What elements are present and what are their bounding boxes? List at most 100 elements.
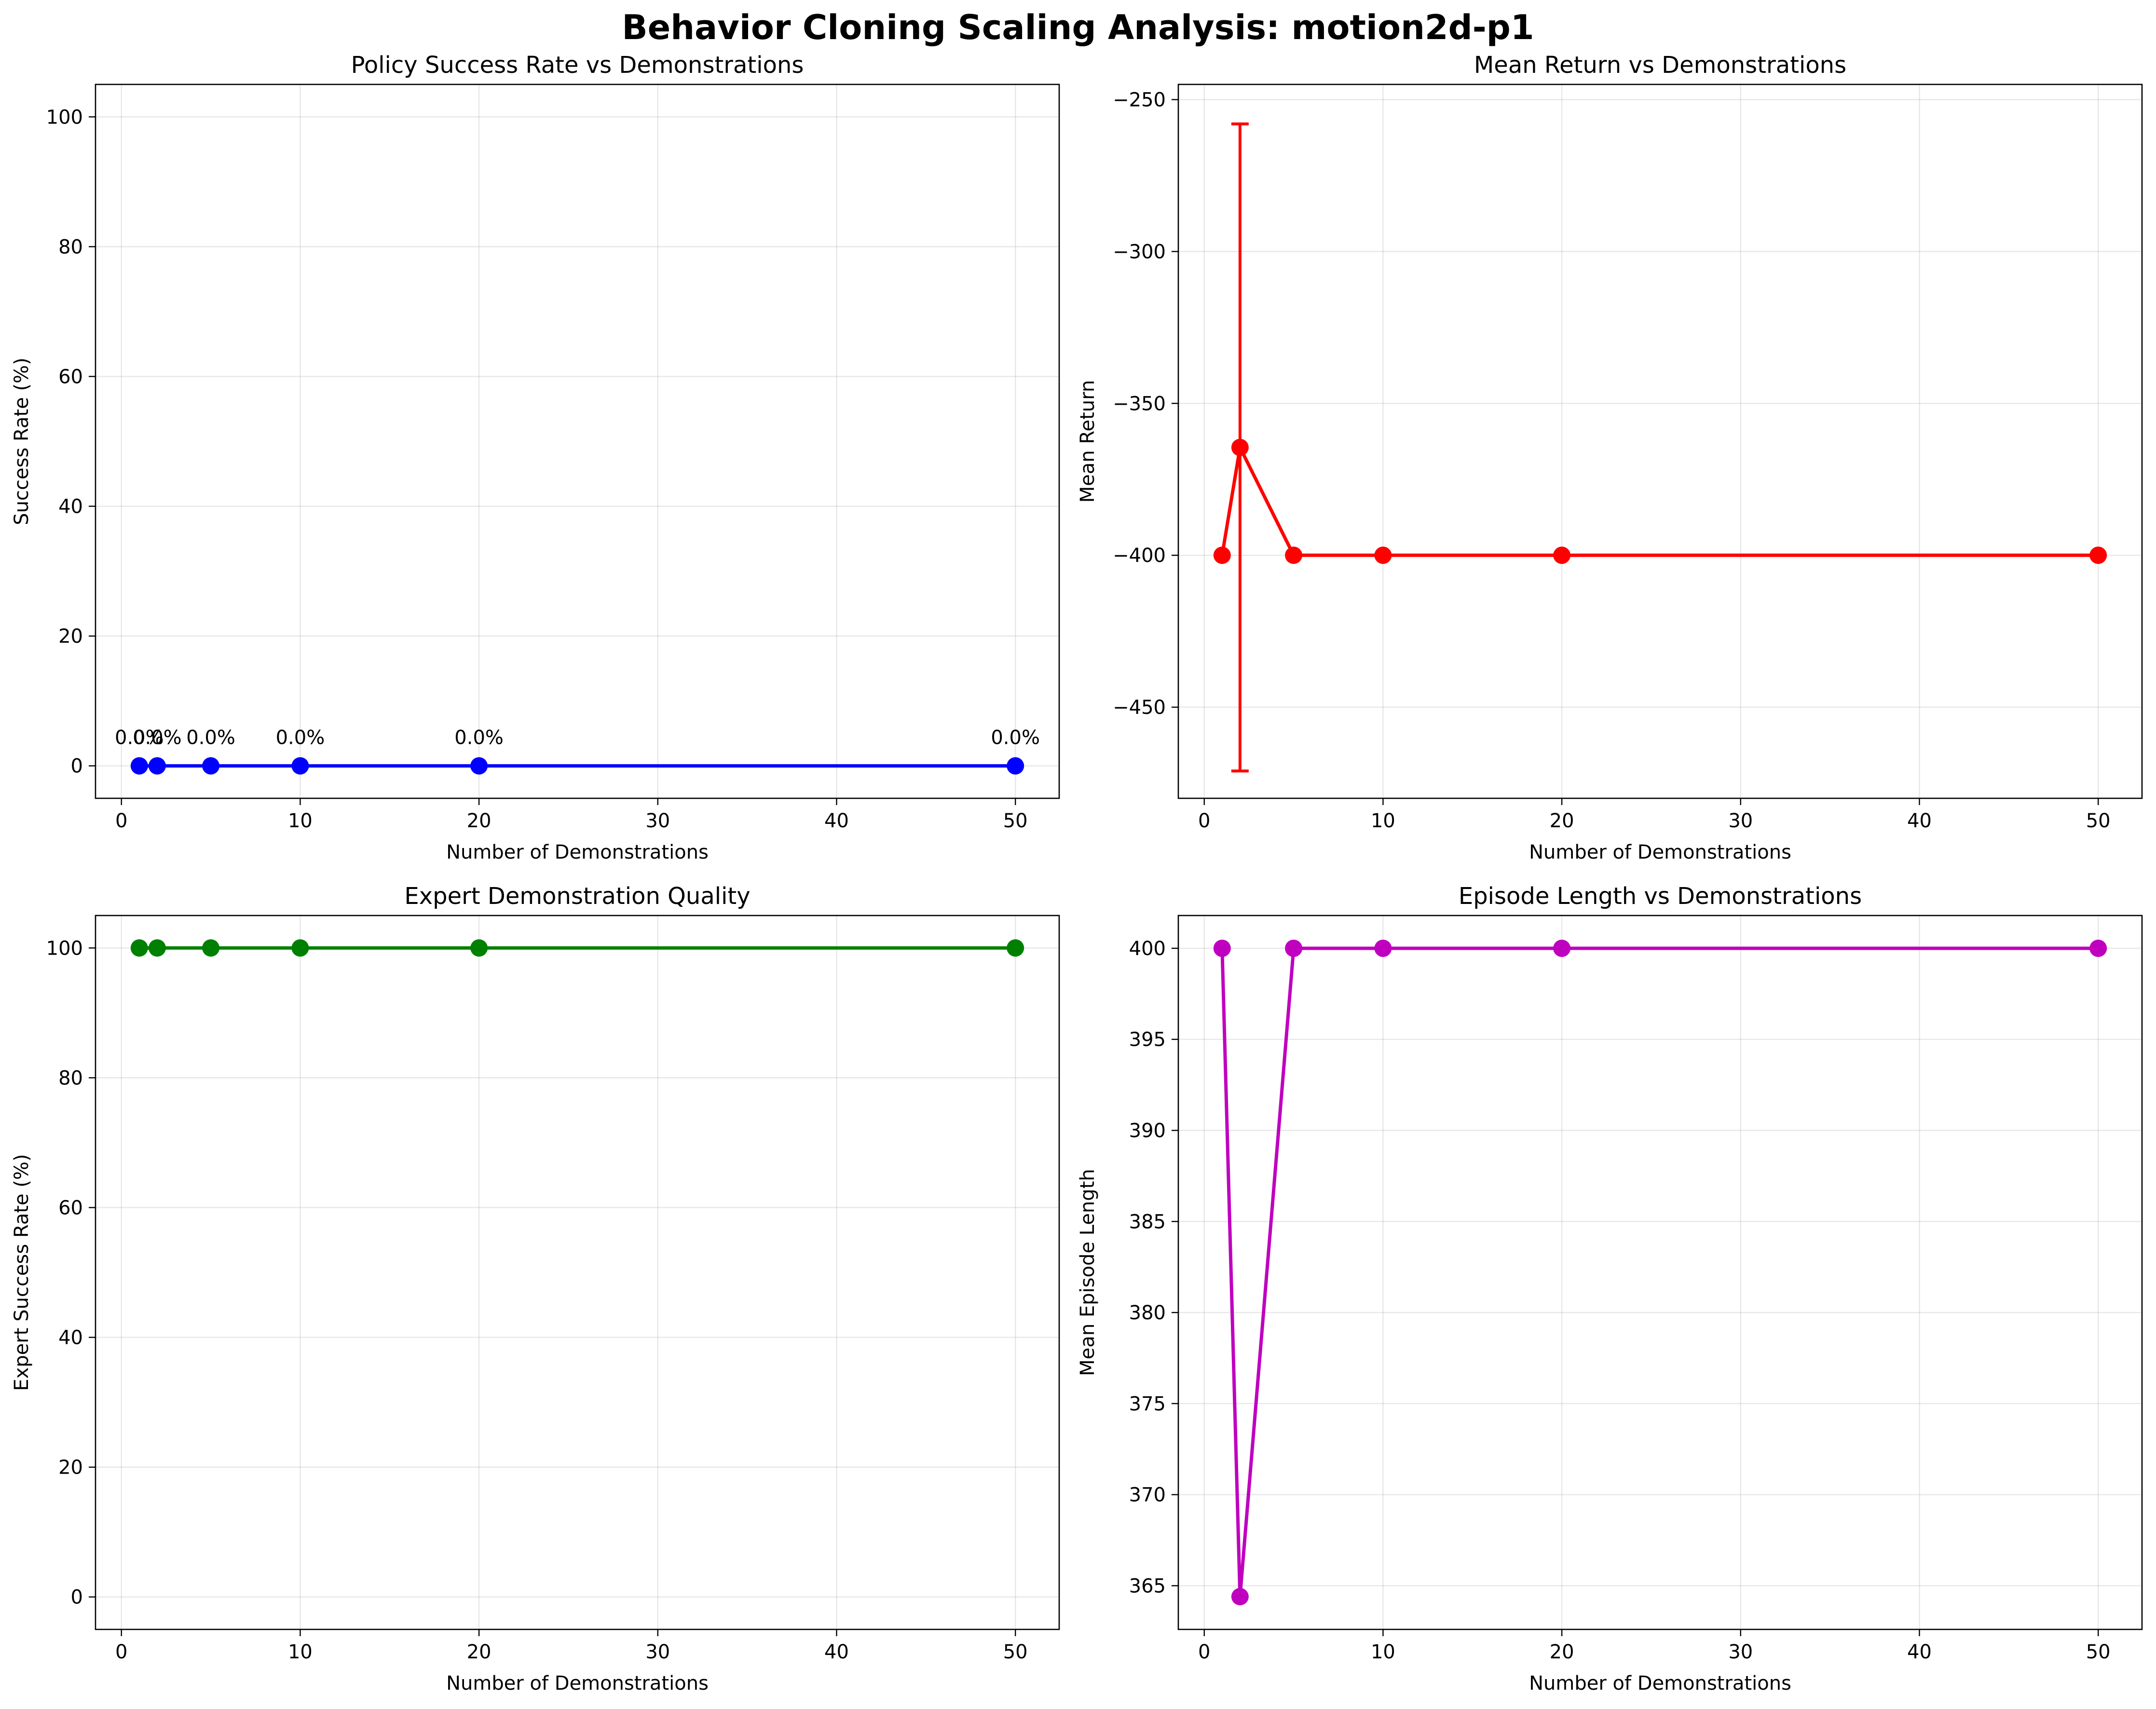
data-point — [1213, 939, 1231, 957]
chart-title: Episode Length vs Demonstrations — [1459, 883, 1862, 910]
y-tick-label: 80 — [58, 1067, 83, 1089]
data-point — [1553, 547, 1571, 564]
chart-panel-4: 0 10 20 30 40 50 365 370 375 380 385 390 395 400 Episo… — [1077, 883, 2143, 1695]
y-tick-label: 60 — [58, 366, 83, 388]
data-point — [2089, 939, 2107, 957]
data-point — [291, 939, 309, 957]
y-tick-label: −400 — [1113, 545, 1166, 567]
plot-frame — [1177, 83, 2143, 799]
y-tick-label: 395 — [1129, 1029, 1166, 1051]
plot-frame — [1177, 915, 2143, 1630]
y-tick-label: 390 — [1129, 1120, 1166, 1142]
y-tick-label: 100 — [46, 937, 83, 959]
x-tick-label: 30 — [1728, 1641, 1753, 1663]
data-point — [148, 757, 166, 775]
y-tick-label: 20 — [58, 626, 83, 648]
y-tick-label: 0 — [71, 1586, 83, 1609]
y-tick-label: 400 — [1129, 938, 1166, 960]
data-point — [1007, 939, 1024, 957]
x-tick-label: 40 — [1907, 1641, 1932, 1663]
chart-panel-2: 0 10 20 30 40 50 −450 −400 −350 −300 −250 Mean Retu… — [1077, 52, 2143, 863]
chart-title: Policy Success Rate vs Demonstrations — [351, 52, 804, 79]
x-tick-label: 10 — [1371, 1641, 1395, 1663]
data-point — [470, 757, 488, 775]
y-tick-label: 40 — [58, 496, 83, 518]
y-tick-label: −450 — [1113, 697, 1166, 719]
chart-panel-3: 0 10 20 30 40 50 0 20 40 60 80 100 Expert Demonstrat… — [11, 883, 1060, 1695]
y-axis-label: Expert Success Rate (%) — [11, 1154, 33, 1391]
plot-frame — [95, 915, 1060, 1630]
x-axis-label: Number of Demonstrations — [1529, 1672, 1791, 1695]
figure-title: Behavior Cloning Scaling Analysis: motio… — [622, 8, 1534, 47]
x-tick-label: 10 — [288, 1641, 313, 1663]
data-point — [130, 939, 148, 957]
x-axis-label: Number of Demonstrations — [1529, 841, 1791, 863]
x-tick-label: 30 — [645, 810, 670, 832]
y-tick-label: 385 — [1129, 1211, 1166, 1233]
data-point — [1231, 438, 1249, 456]
data-label: 0.0% — [454, 727, 504, 749]
data-point — [1553, 939, 1571, 957]
data-point — [2089, 547, 2107, 564]
data-point — [1007, 757, 1024, 775]
y-tick-label: −250 — [1113, 89, 1166, 111]
data-point — [1374, 547, 1392, 564]
y-tick-label: 380 — [1129, 1302, 1166, 1324]
x-tick-label: 0 — [1198, 1641, 1210, 1663]
x-tick-label: 30 — [645, 1641, 670, 1663]
x-tick-label: 50 — [2086, 1641, 2111, 1663]
data-point — [291, 757, 309, 775]
y-tick-label: 365 — [1129, 1575, 1166, 1597]
x-axis-label: Number of Demonstrations — [446, 841, 709, 863]
x-tick-label: 20 — [1550, 1641, 1574, 1663]
x-tick-label: 50 — [2086, 810, 2111, 832]
y-tick-label: 40 — [58, 1327, 83, 1349]
data-point — [1213, 547, 1231, 564]
x-tick-label: 40 — [1907, 810, 1932, 832]
y-axis-label: Mean Return — [1077, 380, 1099, 503]
y-tick-label: 20 — [58, 1457, 83, 1479]
series-line — [1220, 446, 2099, 557]
x-tick-label: 0 — [115, 1641, 127, 1663]
data-point — [1374, 939, 1392, 957]
y-axis-label: Mean Episode Length — [1077, 1169, 1099, 1376]
data-point — [130, 757, 148, 775]
x-tick-label: 20 — [467, 1641, 491, 1663]
y-tick-label: 80 — [58, 236, 83, 258]
chart-title: Mean Return vs Demonstrations — [1474, 52, 1846, 79]
y-tick-label: 375 — [1129, 1393, 1166, 1415]
data-point — [470, 939, 488, 957]
x-tick-label: 50 — [1003, 810, 1028, 832]
data-point — [1285, 939, 1303, 957]
data-label: 0.0% — [186, 727, 235, 749]
y-tick-label: 60 — [58, 1197, 83, 1219]
y-tick-label: 370 — [1129, 1484, 1166, 1506]
x-tick-label: 40 — [824, 810, 849, 832]
y-axis-label: Success Rate (%) — [11, 357, 33, 525]
x-tick-label: 10 — [288, 810, 313, 832]
data-point — [202, 939, 220, 957]
x-tick-label: 0 — [1198, 810, 1210, 832]
x-tick-label: 20 — [467, 810, 491, 832]
y-tick-label: 100 — [46, 106, 83, 128]
data-point — [148, 939, 166, 957]
plot-frame — [95, 83, 1060, 799]
x-tick-label: 30 — [1728, 810, 1753, 832]
y-tick-label: −350 — [1113, 393, 1166, 415]
x-tick-label: 0 — [115, 810, 127, 832]
chart-title: Expert Demonstration Quality — [404, 883, 750, 910]
data-label: 0.0% — [133, 727, 182, 749]
x-tick-label: 40 — [824, 1641, 849, 1663]
data-point — [1285, 547, 1303, 564]
chart-panel-1: 0 10 20 30 40 50 0 20 40 60 80 100 Policy Success Ra… — [11, 52, 1060, 863]
data-label: 0.0% — [276, 727, 325, 749]
data-label: 0.0% — [115, 727, 164, 749]
x-tick-label: 20 — [1550, 810, 1574, 832]
data-label: 0.0% — [991, 727, 1040, 749]
x-axis-label: Number of Demonstrations — [446, 1672, 709, 1695]
y-tick-label: 0 — [71, 755, 83, 778]
data-point — [1231, 1588, 1249, 1606]
x-tick-label: 50 — [1003, 1641, 1028, 1663]
y-tick-label: −300 — [1113, 241, 1166, 263]
